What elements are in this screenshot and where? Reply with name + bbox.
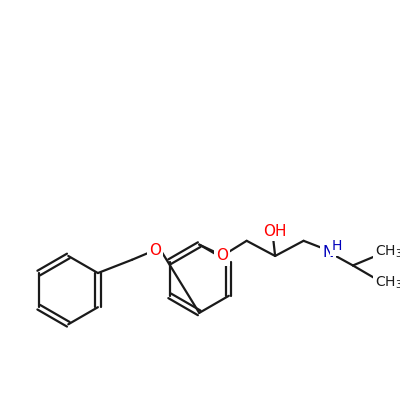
Text: H: H	[332, 240, 342, 254]
Text: N: N	[322, 245, 334, 260]
Text: OH: OH	[263, 224, 287, 239]
Text: O: O	[216, 248, 228, 264]
Text: CH$_3$: CH$_3$	[375, 274, 400, 291]
Text: CH$_3$: CH$_3$	[375, 244, 400, 260]
Text: O: O	[149, 243, 161, 258]
